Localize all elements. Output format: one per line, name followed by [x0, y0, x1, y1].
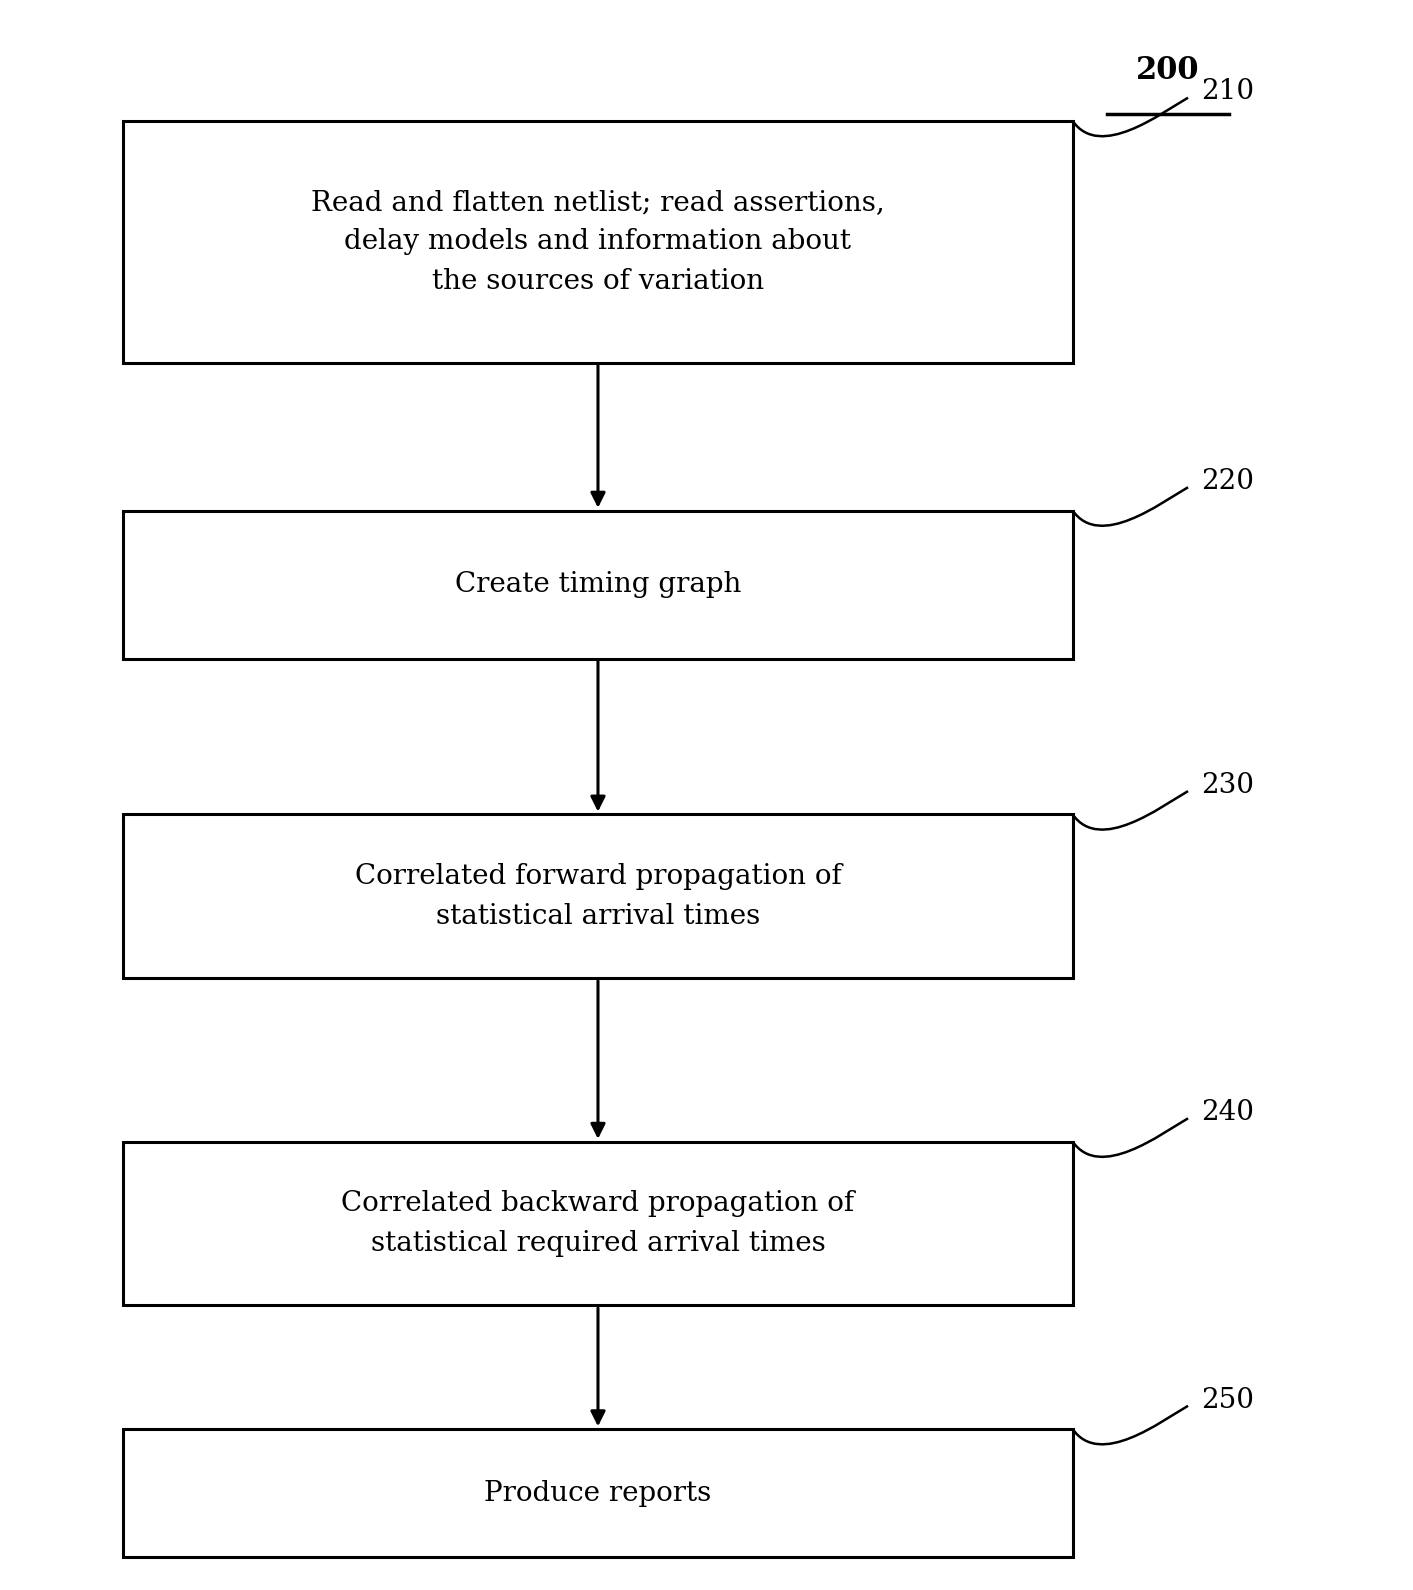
Text: 220: 220 [1201, 467, 1255, 494]
Text: Correlated forward propagation of
statistical arrival times: Correlated forward propagation of statis… [355, 863, 841, 930]
Bar [123, 121, 1072, 363]
Bar [123, 1142, 1072, 1305]
Text: 250: 250 [1201, 1386, 1255, 1414]
Text: Create timing graph: Create timing graph [455, 571, 742, 598]
Bar [123, 510, 1072, 658]
Text: 200: 200 [1136, 56, 1200, 86]
Bar [123, 814, 1072, 978]
Text: 210: 210 [1201, 78, 1255, 105]
Text: Correlated backward propagation of
statistical required arrival times: Correlated backward propagation of stati… [342, 1191, 855, 1256]
Text: 240: 240 [1201, 1099, 1255, 1126]
Text: Produce reports: Produce reports [485, 1480, 712, 1507]
Text: Read and flatten netlist; read assertions,
delay models and information about
th: Read and flatten netlist; read assertion… [311, 189, 885, 294]
Text: 230: 230 [1201, 771, 1255, 798]
Bar [123, 1429, 1072, 1557]
